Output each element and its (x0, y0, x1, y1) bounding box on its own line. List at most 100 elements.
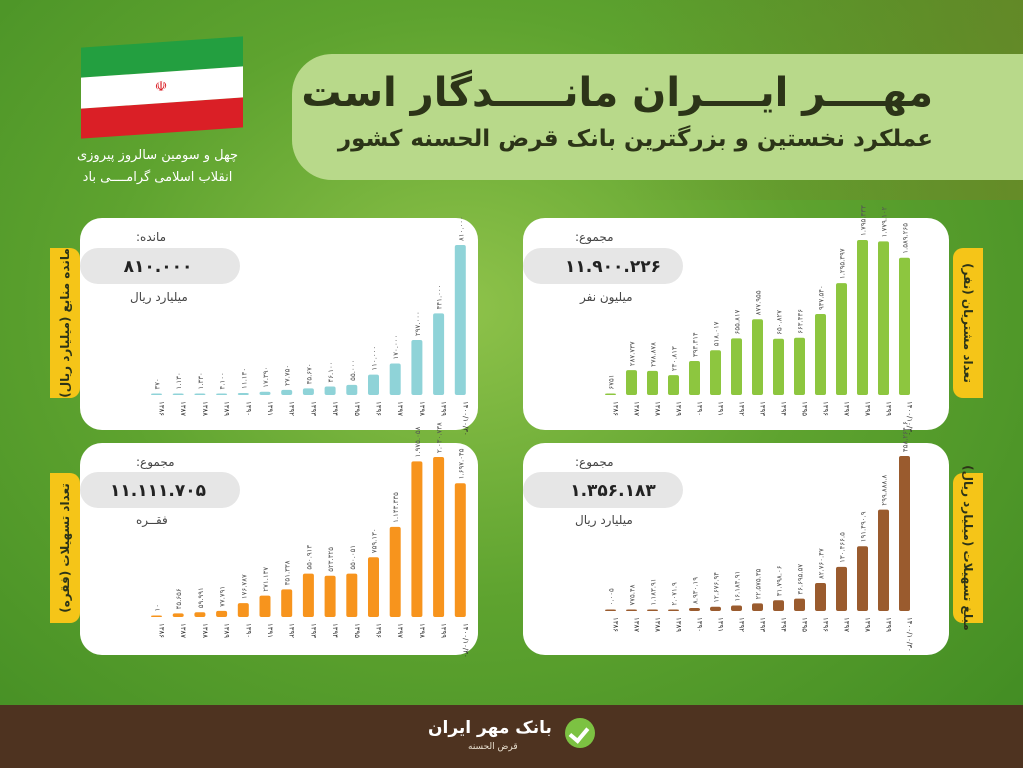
deposits-category-label: ۱۳۸۸ (201, 401, 209, 416)
customers-bar (710, 350, 721, 395)
customers-bar (605, 393, 616, 395)
loan-count-value-label: ۵۵۰.۹۱۳ (305, 545, 313, 570)
loan-count-value-label: ۳۵۱.۳۳۸ (284, 560, 292, 585)
deposits-value-label: ۲۷.۷۵۰ (284, 365, 292, 386)
loan-count-bar (194, 612, 206, 617)
loan-count-category-label: ۱۳۸۹ (223, 623, 231, 638)
customers-bar (647, 370, 658, 395)
customers-category-label: ۱۳۹۸ (864, 401, 872, 416)
loan-amount-bar (773, 600, 784, 611)
deposits-category-label: ۱۳۸۶ (158, 401, 166, 416)
sum-value-deposits: ۸۱۰.۰۰۰ (123, 257, 193, 277)
loan-count-value-label: ۷۵۹.۱۳۰ (371, 528, 379, 553)
loan-count-bar (324, 575, 336, 617)
loan-amount-value-label: ۲۹۹.۸۸۸.۸ (881, 475, 889, 506)
customers-value-label: ۵۱۸.۰۱۷ (713, 321, 721, 346)
loan-count-bar (433, 457, 445, 617)
page-subtitle: عملکرد نخستین و بزرگترین بانک قرض الحسنه… (337, 126, 933, 152)
deposits-bar (259, 391, 271, 395)
loan-amount-bar (689, 607, 700, 611)
customers-category-label: ۱۳۹۳ (759, 401, 767, 416)
loan-count-bar (302, 573, 314, 617)
loan-count-value-label: ۱.۶۹۷.۰۴۵ (457, 448, 465, 479)
loan-count-value-label: ۲.۰۳۰.۷۳۸ (436, 422, 444, 453)
deposits-category-label: ۱۴۰۰/۱۰/۳۰ (461, 401, 469, 436)
loan-amount-category-label: ۱۳۸۷ (633, 617, 641, 632)
deposits-bar (454, 245, 466, 395)
sum-value-customers: ۱۱.۹۰۰.۲۲۶ (565, 257, 661, 277)
deposits-value-label: ۳۷۰ (154, 378, 162, 389)
deposits-value-label: ۱۷۰.۰۰۰ (392, 335, 400, 360)
customers-bar (752, 319, 763, 395)
customers-value-label: ۱.۵۸۹.۲۶۵ (902, 223, 910, 254)
deposits-value-label: ۲۹۷.۰۰۰ (414, 311, 422, 336)
loan-amount-bar (899, 456, 910, 611)
deposits-category-label: ۱۳۹۸ (418, 401, 426, 416)
loan-amount-category-label: ۱۴۰۰/۱۰/۳۰ (906, 617, 914, 652)
sum-value-loan-count: ۱۱.۱۱۱.۷۰۵ (110, 481, 206, 501)
loan-amount-category-label: ۱۳۹۵ (801, 617, 809, 632)
anniversary-line-2: انقلاب اسلامی گرامــــی باد (82, 170, 233, 185)
deposits-category-label: ۱۳۹۹ (440, 401, 448, 416)
customers-category-label: ۱۳۹۲ (738, 401, 746, 416)
deposits-category-label: ۱۳۹۳ (309, 401, 317, 416)
loan-count-bar (368, 557, 379, 617)
customers-value-label: ۶۵۰.۸۲۷ (776, 310, 784, 335)
sum-pill-loan-amount: ۱.۳۵۶.۱۸۳ (523, 472, 683, 508)
customers-category-label: ۱۳۸۷ (633, 401, 641, 416)
customers-bar (878, 241, 889, 395)
loan-count-bar (389, 526, 401, 617)
deposits-bar (346, 384, 358, 395)
loan-count-value-label: ۴۵.۶۵۶ (175, 588, 183, 609)
loan-count-category-label: ۱۳۹۵ (353, 623, 361, 638)
customers-value-label: ۱.۲۹۵.۳۹۷ (839, 248, 847, 279)
deposits-bar (216, 393, 228, 395)
deposits-value-label: ۱.۱۳۰ (175, 372, 183, 389)
loan-count-category-label: ۱۳۹۳ (309, 623, 317, 638)
customers-value-label: ۶۷۵۱ (608, 374, 616, 389)
customers-bar (836, 283, 847, 395)
deposits-bar (281, 389, 293, 395)
customers-bar (857, 240, 868, 395)
customers-category-label: ۱۳۹۹ (885, 401, 893, 416)
loan-amount-bar (878, 509, 889, 611)
customers-bar (899, 257, 910, 395)
anniversary-text: چهل و سومین سالروز پیروزی انقلاب اسلامی … (70, 145, 245, 189)
loan-count-bar (281, 589, 293, 617)
loan-amount-value-label: ۸.۹۳۰.۱۹ (692, 577, 700, 604)
loan-amount-category-label: ۱۳۸۸ (654, 617, 662, 632)
deposits-bar (194, 393, 206, 395)
customers-bar (815, 314, 826, 395)
deposits-category-label: ۱۳۹۱ (266, 401, 274, 416)
deposits-value-label: ۸۱۰.۰۰۰ (457, 216, 465, 241)
deposits-value-label: ۴۴۱.۰۰۰ (436, 285, 444, 310)
loan-amount-value-label: ۲۲.۵۷۵.۳۵ (755, 568, 763, 599)
loan-amount-category-label: ۱۳۹۹ (885, 617, 893, 632)
tab-customers: تعداد مشتریان (نفر) (953, 248, 983, 398)
anniversary-line-1: چهل و سومین سالروز پیروزی (76, 148, 239, 163)
loan-amount-category-label: ۱۳۹۴ (780, 617, 788, 632)
sum-pill-deposits: ۸۱۰.۰۰۰ (80, 248, 240, 284)
loan-amount-category-label: ۱۳۹۸ (864, 617, 872, 632)
loan-count-category-label: ۱۳۹۰ (244, 623, 252, 638)
customers-category-label: ۱۳۹۵ (801, 401, 809, 416)
loan-count-bar (411, 461, 423, 617)
bank-name: بانک مهر ایران (428, 718, 552, 738)
customers-value-label: ۲۳۰.۸۱۳ (671, 346, 679, 371)
loan-amount-value-label: ۳۱.۷۹۸.۰۶ (776, 565, 784, 596)
loan-amount-bar (815, 583, 826, 611)
customers-bar (668, 375, 679, 395)
deposits-value-label: ۴۶.۱۰۰ (327, 361, 335, 382)
deposits-bar (433, 313, 445, 395)
customers-category-label: ۱۳۹۰ (696, 401, 704, 416)
customers-category-label: ۱۳۹۷ (843, 401, 851, 416)
loan-amount-bar (710, 606, 721, 611)
loan-count-bar (346, 573, 358, 617)
customers-value-label: ۱.۷۹۵.۳۳۳ (860, 205, 868, 236)
loan-count-category-label: ۱۳۹۹ (440, 623, 448, 638)
tab-loan-amount: مبلغ تسهیلات (میلیارد ریال) (953, 465, 983, 631)
customers-category-label: ۱۳۸۹ (675, 401, 683, 416)
